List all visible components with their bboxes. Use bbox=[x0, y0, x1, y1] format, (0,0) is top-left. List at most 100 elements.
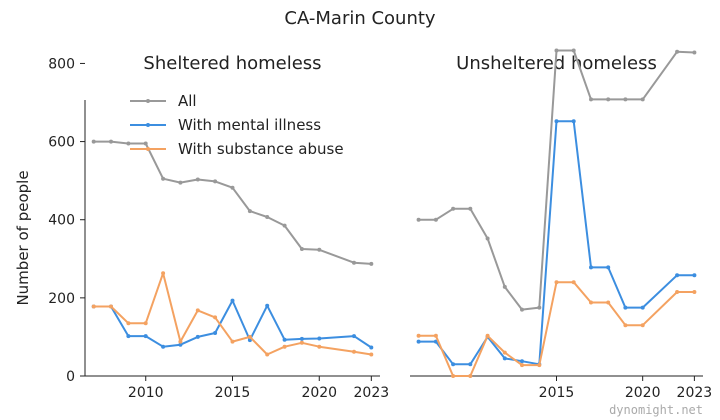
data-point bbox=[468, 374, 473, 378]
data-point bbox=[606, 265, 611, 270]
data-point bbox=[537, 305, 542, 310]
legend: All With mental illness With substance abu… bbox=[130, 92, 344, 158]
x-tick-label: 2023 bbox=[354, 385, 390, 401]
x-tick-label: 2015 bbox=[539, 385, 575, 401]
data-point bbox=[317, 344, 322, 349]
data-point bbox=[606, 300, 611, 305]
series-line bbox=[93, 272, 372, 356]
data-point bbox=[265, 303, 270, 308]
data-point bbox=[433, 333, 438, 338]
data-point bbox=[109, 139, 113, 144]
data-point bbox=[230, 339, 235, 344]
data-point bbox=[195, 177, 200, 182]
data-point bbox=[161, 344, 166, 349]
data-point bbox=[589, 265, 593, 270]
data-point bbox=[282, 337, 287, 342]
data-point bbox=[352, 334, 356, 339]
data-point bbox=[640, 305, 645, 310]
legend-label: With substance abuse bbox=[178, 140, 344, 158]
legend-marker bbox=[146, 99, 150, 103]
data-point bbox=[692, 290, 697, 294]
data-point bbox=[468, 206, 473, 211]
data-point bbox=[126, 321, 131, 326]
data-point bbox=[554, 280, 559, 285]
data-point bbox=[143, 321, 148, 326]
data-point bbox=[161, 176, 166, 181]
data-point bbox=[91, 139, 96, 144]
data-point bbox=[91, 304, 96, 309]
data-point bbox=[571, 119, 576, 124]
data-point bbox=[571, 280, 576, 285]
legend-label: With mental illness bbox=[178, 116, 321, 134]
x-tick-label: 2023 bbox=[677, 385, 713, 401]
data-point bbox=[282, 344, 287, 349]
data-point bbox=[485, 333, 490, 338]
data-point bbox=[623, 323, 628, 328]
data-point bbox=[178, 339, 183, 344]
watermark: dynomight.net bbox=[609, 403, 703, 417]
data-point bbox=[195, 334, 200, 339]
data-point bbox=[317, 247, 322, 252]
data-point bbox=[502, 284, 507, 289]
data-point bbox=[126, 334, 131, 339]
data-point bbox=[433, 217, 438, 222]
data-point bbox=[143, 334, 148, 339]
y-tick-label: 200 bbox=[48, 291, 75, 307]
data-point bbox=[554, 48, 559, 53]
data-point bbox=[502, 350, 507, 355]
data-point bbox=[143, 141, 148, 146]
data-point bbox=[502, 356, 507, 361]
data-point bbox=[369, 345, 374, 350]
data-point bbox=[213, 179, 218, 184]
data-point bbox=[178, 342, 183, 347]
data-point bbox=[416, 333, 421, 338]
y-tick-label: 400 bbox=[48, 213, 75, 229]
data-point bbox=[213, 331, 218, 335]
data-point bbox=[265, 352, 270, 357]
data-point bbox=[299, 340, 304, 345]
data-point bbox=[554, 119, 559, 124]
data-point bbox=[369, 261, 374, 266]
data-point bbox=[571, 48, 576, 53]
data-point bbox=[265, 215, 270, 219]
data-point bbox=[675, 290, 680, 294]
data-point bbox=[282, 223, 287, 228]
data-point bbox=[247, 209, 252, 214]
data-point bbox=[606, 97, 611, 102]
series-line bbox=[418, 49, 695, 311]
legend-label: All bbox=[178, 92, 197, 110]
y-tick-label: 800 bbox=[48, 56, 75, 72]
data-point bbox=[640, 97, 645, 102]
data-point bbox=[451, 206, 456, 211]
x-tick-label: 2020 bbox=[625, 385, 661, 401]
data-point bbox=[109, 304, 113, 309]
y-tick-label: 0 bbox=[66, 369, 75, 385]
data-point bbox=[161, 271, 166, 276]
sheltered-panel: Sheltered homeless 2010 2015 2020 2023 0 200 40… bbox=[14, 53, 389, 401]
series-line bbox=[418, 120, 695, 366]
data-point bbox=[369, 352, 374, 357]
data-point bbox=[416, 217, 421, 222]
data-point bbox=[352, 260, 356, 265]
y-axis-label: Number of people bbox=[14, 170, 32, 305]
data-point bbox=[485, 236, 490, 241]
data-point bbox=[640, 323, 645, 328]
data-point bbox=[299, 336, 304, 341]
data-point bbox=[589, 300, 593, 305]
data-point bbox=[299, 247, 304, 251]
data-point bbox=[230, 298, 235, 303]
legend-marker bbox=[146, 147, 150, 151]
series-line bbox=[418, 281, 695, 377]
data-point bbox=[451, 362, 456, 367]
data-point bbox=[675, 273, 680, 278]
figure-title: CA-Marin County bbox=[284, 8, 436, 29]
data-point bbox=[451, 374, 456, 378]
data-point bbox=[352, 349, 356, 354]
data-point bbox=[589, 97, 593, 102]
data-point bbox=[416, 339, 421, 344]
data-point bbox=[675, 49, 680, 54]
data-point bbox=[692, 273, 697, 278]
data-point bbox=[623, 97, 628, 102]
